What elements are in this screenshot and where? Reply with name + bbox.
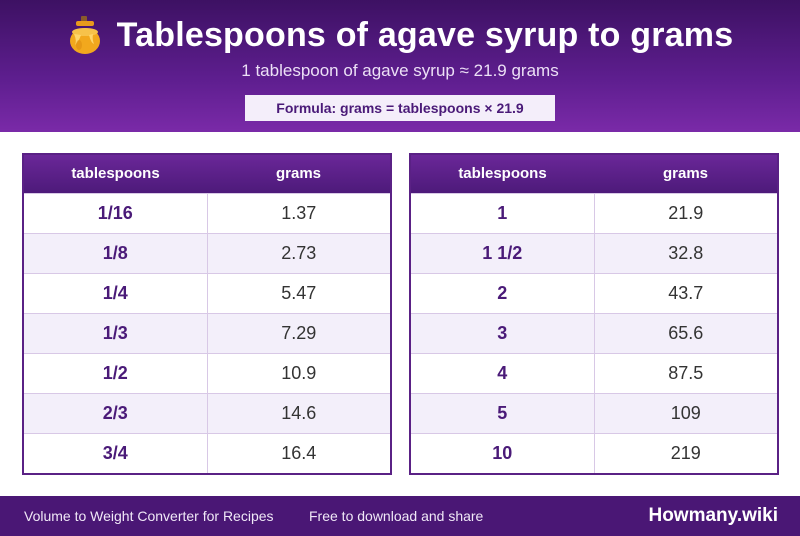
grams-cell: 32.8 — [668, 243, 704, 263]
header: Tablespoons of agave syrup to grams 1 ta… — [0, 0, 800, 132]
tablespoons-cell: 10 — [411, 434, 595, 473]
table-row: 2 43.7 — [411, 273, 777, 313]
table-row: 1/16 1.37 — [24, 193, 390, 233]
footer: Volume to Weight Converter for Recipes F… — [0, 496, 800, 536]
grams-cell: 1.37 — [281, 203, 317, 223]
grams-cell: 21.9 — [668, 203, 704, 223]
tablespoons-cell: 1/2 — [24, 354, 208, 393]
column-header-grams: grams — [662, 165, 709, 182]
table-row: 5 109 — [411, 393, 777, 433]
tablespoons-cell: 1 — [411, 194, 595, 233]
honey-pot-icon — [69, 16, 100, 54]
table-header: tablespoons grams — [24, 155, 390, 193]
tablespoons-cell: 2 — [411, 274, 595, 313]
tablespoons-cell: 3/4 — [24, 434, 208, 473]
grams-cell: 10.9 — [281, 363, 317, 383]
footer-description: Volume to Weight Converter for Recipes — [24, 508, 274, 524]
footer-share-note: Free to download and share — [309, 508, 484, 524]
table-row: 1 1/2 32.8 — [411, 233, 777, 273]
column-header-tablespoons: tablespoons — [71, 165, 160, 182]
table-row: 3 65.6 — [411, 313, 777, 353]
table-row: 1 21.9 — [411, 193, 777, 233]
page-title: Tablespoons of agave syrup to grams — [116, 15, 734, 54]
title-row: Tablespoons of agave syrup to grams — [0, 12, 800, 58]
tablespoons-cell: 3 — [411, 314, 595, 353]
grams-cell: 5.47 — [281, 283, 317, 303]
tablespoons-cell: 2/3 — [24, 394, 208, 433]
grams-cell: 16.4 — [281, 443, 317, 463]
tablespoons-cell: 1/16 — [24, 194, 208, 233]
table-row: 2/3 14.6 — [24, 393, 390, 433]
tablespoons-cell: 4 — [411, 354, 595, 393]
conversion-table-right: tablespoons grams 1 21.9 1 1/2 32.8 2 43.7 … — [409, 153, 779, 475]
tablespoons-cell: 1/8 — [24, 234, 208, 273]
table-row: 3/4 16.4 — [24, 433, 390, 473]
grams-cell: 109 — [670, 403, 701, 423]
tablespoons-cell: 1/3 — [24, 314, 208, 353]
tablespoons-cell: 5 — [411, 394, 595, 433]
table-header: tablespoons grams — [411, 155, 777, 193]
subtitle: 1 tablespoon of agave syrup ≈ 21.9 grams — [241, 61, 559, 80]
grams-cell: 7.29 — [281, 323, 317, 343]
table-row: 1/8 2.73 — [24, 233, 390, 273]
grams-cell: 43.7 — [668, 283, 704, 303]
grams-cell: 2.73 — [281, 243, 317, 263]
table-row: 1/3 7.29 — [24, 313, 390, 353]
table-row: 1/4 5.47 — [24, 273, 390, 313]
column-header-tablespoons: tablespoons — [458, 165, 547, 182]
table-row: 4 87.5 — [411, 353, 777, 393]
tablespoons-cell: 1/4 — [24, 274, 208, 313]
brand-link[interactable]: Howmany.wiki — [648, 505, 778, 526]
table-row: 1/2 10.9 — [24, 353, 390, 393]
column-header-grams: grams — [275, 165, 322, 182]
formula-box: Formula: grams = tablespoons × 21.9 — [245, 95, 555, 121]
grams-cell: 65.6 — [668, 323, 704, 343]
grams-cell: 14.6 — [281, 403, 317, 423]
tablespoons-cell: 1 1/2 — [411, 234, 595, 273]
table-row: 10 219 — [411, 433, 777, 473]
conversion-table-left: tablespoons grams 1/16 1.37 1/8 2.73 1/4 5.… — [22, 153, 392, 475]
grams-cell: 87.5 — [668, 363, 704, 383]
grams-cell: 219 — [670, 443, 701, 463]
